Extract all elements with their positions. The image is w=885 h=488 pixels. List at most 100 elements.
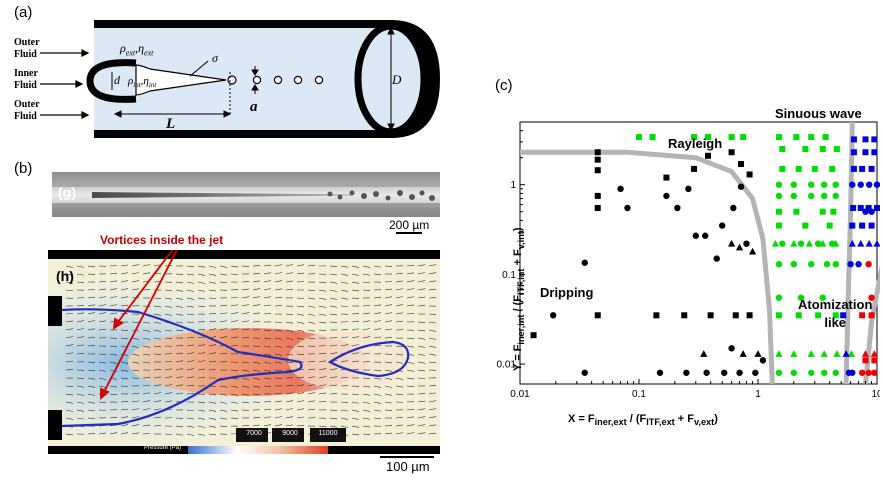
region-label-dripping: Dripping [540, 285, 594, 300]
photo-scalebar [396, 232, 422, 234]
velocity-vector [285, 392, 294, 395]
rayleigh-triangle-point [790, 239, 798, 247]
velocity-vector [120, 401, 129, 403]
atomization-circle-point [868, 294, 875, 301]
rayleigh-square-point [793, 134, 800, 141]
velocity-vector [65, 328, 74, 331]
velocity-vector [417, 424, 426, 427]
velocity-vector [120, 361, 129, 364]
velocity-vector [373, 385, 382, 388]
velocity-vector [186, 352, 195, 355]
velocity-vector [252, 385, 261, 388]
velocity-vector [351, 409, 360, 412]
velocity-vector [120, 337, 129, 340]
sinuous-triangle-point [848, 239, 856, 247]
sinuous-square-point [865, 204, 872, 211]
velocity-vector [428, 408, 437, 411]
rayleigh-square-point [691, 134, 698, 141]
velocity-vector [373, 409, 382, 412]
velocity-vector [164, 289, 173, 292]
velocity-vector [175, 289, 184, 292]
dripping-triangle-point [700, 350, 708, 357]
velocity-vector [76, 265, 85, 268]
velocity-vector [263, 264, 272, 267]
velocity-vector [65, 344, 74, 347]
velocity-vector [384, 369, 393, 372]
velocity-vector [142, 321, 151, 324]
sinuous-square-point [868, 165, 875, 172]
velocity-vector [65, 289, 74, 292]
velocity-vector [428, 288, 437, 291]
dripping-circle-point [624, 204, 631, 212]
velocity-vector [197, 344, 206, 347]
velocity-vector [318, 352, 327, 355]
sinuous-circle-point [873, 181, 880, 188]
velocity-vector [362, 401, 371, 404]
dripping-circle-point [730, 204, 737, 212]
velocity-vector [318, 368, 327, 371]
velocity-vector [175, 313, 184, 316]
velocity-vector [153, 329, 162, 332]
velocity-vector [142, 361, 151, 363]
plot-frame [519, 121, 878, 385]
velocity-vector [87, 377, 96, 380]
velocity-vector [373, 393, 382, 396]
velocity-vector [87, 345, 96, 347]
velocity-vector [109, 296, 118, 299]
rayleigh-triangle-point [771, 239, 779, 247]
velocity-vector [274, 264, 283, 267]
velocity-vector [296, 384, 305, 387]
velocity-vector [131, 345, 140, 348]
velocity-vector [120, 369, 129, 372]
velocity-vector [318, 329, 327, 331]
x-tick-label: 1 [755, 389, 761, 400]
velocity-vector [197, 328, 206, 331]
rayleigh-square-point [740, 134, 747, 141]
velocity-vector [230, 336, 239, 339]
velocity-vector [263, 313, 272, 315]
velocity-vector [252, 424, 261, 427]
velocity-vector [285, 313, 294, 316]
velocity-vector [241, 393, 250, 396]
velocity-vector [307, 361, 316, 363]
velocity-vector [362, 377, 371, 379]
velocity-vector [230, 401, 239, 404]
velocity-vector [351, 369, 360, 371]
dripping-circle-point [581, 259, 588, 266]
sinuous-square-point [862, 136, 869, 143]
velocity-vector [241, 369, 250, 372]
y-tick-label: 0.1 [502, 270, 516, 281]
velocity-vector [208, 265, 217, 268]
velocity-vector [109, 353, 118, 356]
velocity-vector [186, 289, 195, 292]
velocity-vector [340, 273, 349, 276]
rayleigh-square-point [811, 165, 818, 172]
rayleigh-circle-point [808, 369, 815, 376]
atomization-square-point [859, 312, 866, 319]
colorbar-tick-11000: 11000 [318, 430, 338, 437]
y-tick-label: 1 [510, 180, 516, 191]
vortex-annotation: Vortices inside the jet [100, 233, 224, 247]
velocity-vector [384, 393, 393, 396]
jet-interface-outline [61, 308, 303, 428]
rayleigh-circle-point [823, 260, 831, 268]
velocity-vector [417, 345, 426, 348]
dripping-square-point [594, 204, 601, 211]
velocity-vector [98, 432, 107, 435]
colorbar-tick-boxes [236, 428, 346, 442]
velocity-vector [395, 353, 404, 356]
internal-properties-label: ρint,ηint [128, 75, 157, 90]
velocity-vector [318, 392, 327, 395]
velocity-vector [351, 393, 360, 396]
velocity-vector [263, 304, 272, 307]
velocity-vector [208, 433, 217, 436]
velocity-vector [318, 289, 327, 292]
velocity-vector [384, 288, 393, 291]
x-axis-label: X = Finer,ext / (FITF,ext + Fv,ext) [568, 413, 718, 428]
velocity-vector [219, 385, 228, 388]
velocity-vector [296, 264, 305, 267]
velocity-vector [76, 320, 85, 323]
dripping-circle-point [674, 204, 681, 212]
velocity-vector [230, 296, 239, 299]
velocity-vector [164, 297, 173, 300]
